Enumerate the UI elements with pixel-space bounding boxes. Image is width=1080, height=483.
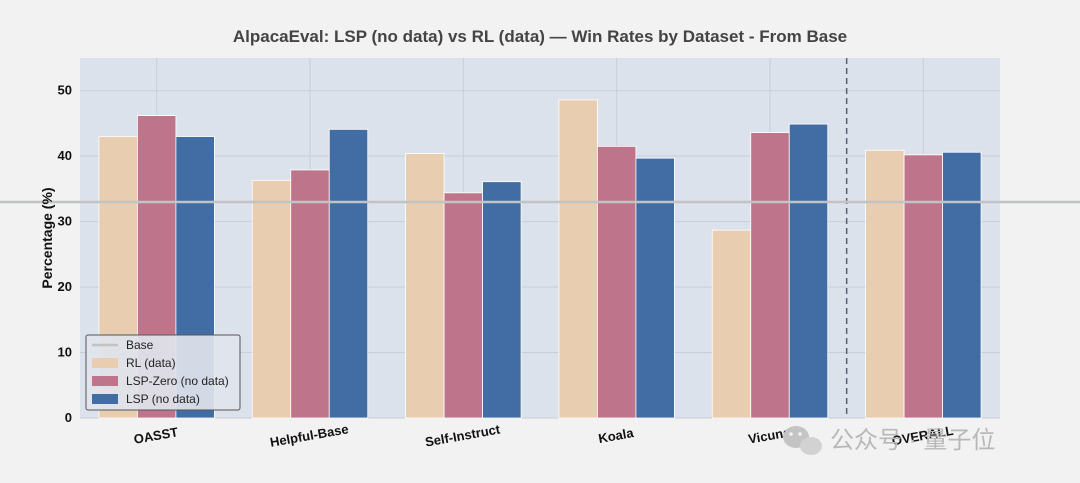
bar — [788, 123, 829, 419]
bar — [482, 181, 522, 419]
y-tick-label: 10 — [58, 345, 72, 360]
bar — [290, 169, 330, 419]
x-tick-label: Vicuna — [747, 424, 792, 446]
legend-swatch — [92, 376, 118, 386]
bar — [405, 153, 445, 419]
y-tick-label: 30 — [58, 214, 72, 229]
legend: Base RL (data) LSP-Zero (no data) LSP (no d… — [85, 334, 241, 411]
watermark-text: 公众号 · 量子位 — [830, 427, 995, 454]
bar — [597, 145, 637, 419]
legend-label: LSP (no data) — [126, 392, 200, 406]
bar — [865, 149, 905, 419]
legend-label: RL (data) — [126, 356, 176, 370]
bar — [711, 229, 752, 419]
legend-swatch — [92, 358, 118, 368]
chart-title: AlpacaEval: LSP (no data) vs RL (data) —… — [233, 27, 847, 46]
bar — [558, 99, 598, 419]
x-tick-label: Self-Instruct — [424, 421, 502, 449]
y-tick-label: 50 — [58, 83, 72, 98]
wechat-icon — [783, 426, 822, 455]
bar — [443, 192, 483, 419]
bar — [635, 157, 675, 419]
x-tick-label: Helpful-Base — [269, 421, 350, 450]
bar — [942, 151, 982, 419]
legend-swatch — [92, 394, 118, 404]
y-tick-label: 40 — [58, 148, 72, 163]
legend-label: LSP-Zero (no data) — [126, 374, 229, 388]
bar — [903, 154, 943, 419]
y-tick-label: 20 — [58, 279, 72, 294]
legend-label: Base — [126, 338, 154, 352]
y-axis: 0 10 20 30 40 50 — [58, 83, 72, 425]
x-tick-label: Koala — [597, 425, 635, 446]
bars — [98, 99, 982, 419]
bar — [251, 179, 292, 419]
y-tick-label: 0 — [65, 410, 72, 425]
x-tick-label: OASST — [133, 424, 180, 447]
bar — [750, 132, 790, 419]
bar — [328, 128, 369, 419]
legend-box — [85, 334, 241, 411]
watermark: 公众号 · 量子位 — [783, 426, 995, 455]
y-axis-label: Percentage (%) — [39, 187, 55, 288]
